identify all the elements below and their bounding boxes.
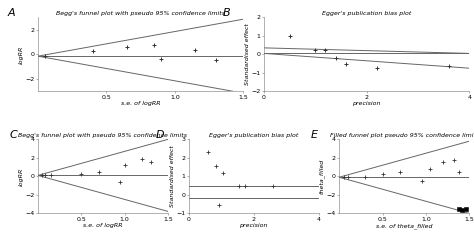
Title: Egger's publication bias plot: Egger's publication bias plot xyxy=(209,133,298,138)
Title: Begg's funnel plot with pseudo 95% confidence limits: Begg's funnel plot with pseudo 95% confi… xyxy=(56,11,225,16)
Text: E: E xyxy=(310,130,318,140)
Y-axis label: logRR: logRR xyxy=(19,45,24,63)
Text: A: A xyxy=(7,8,15,19)
Y-axis label: logRR: logRR xyxy=(19,167,24,186)
Title: Egger's publication bias plot: Egger's publication bias plot xyxy=(322,11,411,16)
Title: Filled funnel plot pseudo 95% confidence limits: Filled funnel plot pseudo 95% confidence… xyxy=(329,133,474,138)
Y-axis label: Standardised effect: Standardised effect xyxy=(170,145,174,207)
X-axis label: s.e. of logRR: s.e. of logRR xyxy=(121,101,160,106)
Text: B: B xyxy=(223,8,230,19)
X-axis label: s.e. of logRR: s.e. of logRR xyxy=(83,223,123,228)
Y-axis label: Standardised effect: Standardised effect xyxy=(245,23,250,85)
Y-axis label: theta_filled: theta_filled xyxy=(319,159,325,194)
Text: D: D xyxy=(156,130,164,140)
Text: C: C xyxy=(9,130,17,140)
X-axis label: precision: precision xyxy=(352,101,381,106)
X-axis label: s.e. of theta_filled: s.e. of theta_filled xyxy=(376,223,432,229)
X-axis label: precision: precision xyxy=(239,223,268,228)
Title: Begg's funnel plot with pseudo 95% confidence limits: Begg's funnel plot with pseudo 95% confi… xyxy=(18,133,187,138)
